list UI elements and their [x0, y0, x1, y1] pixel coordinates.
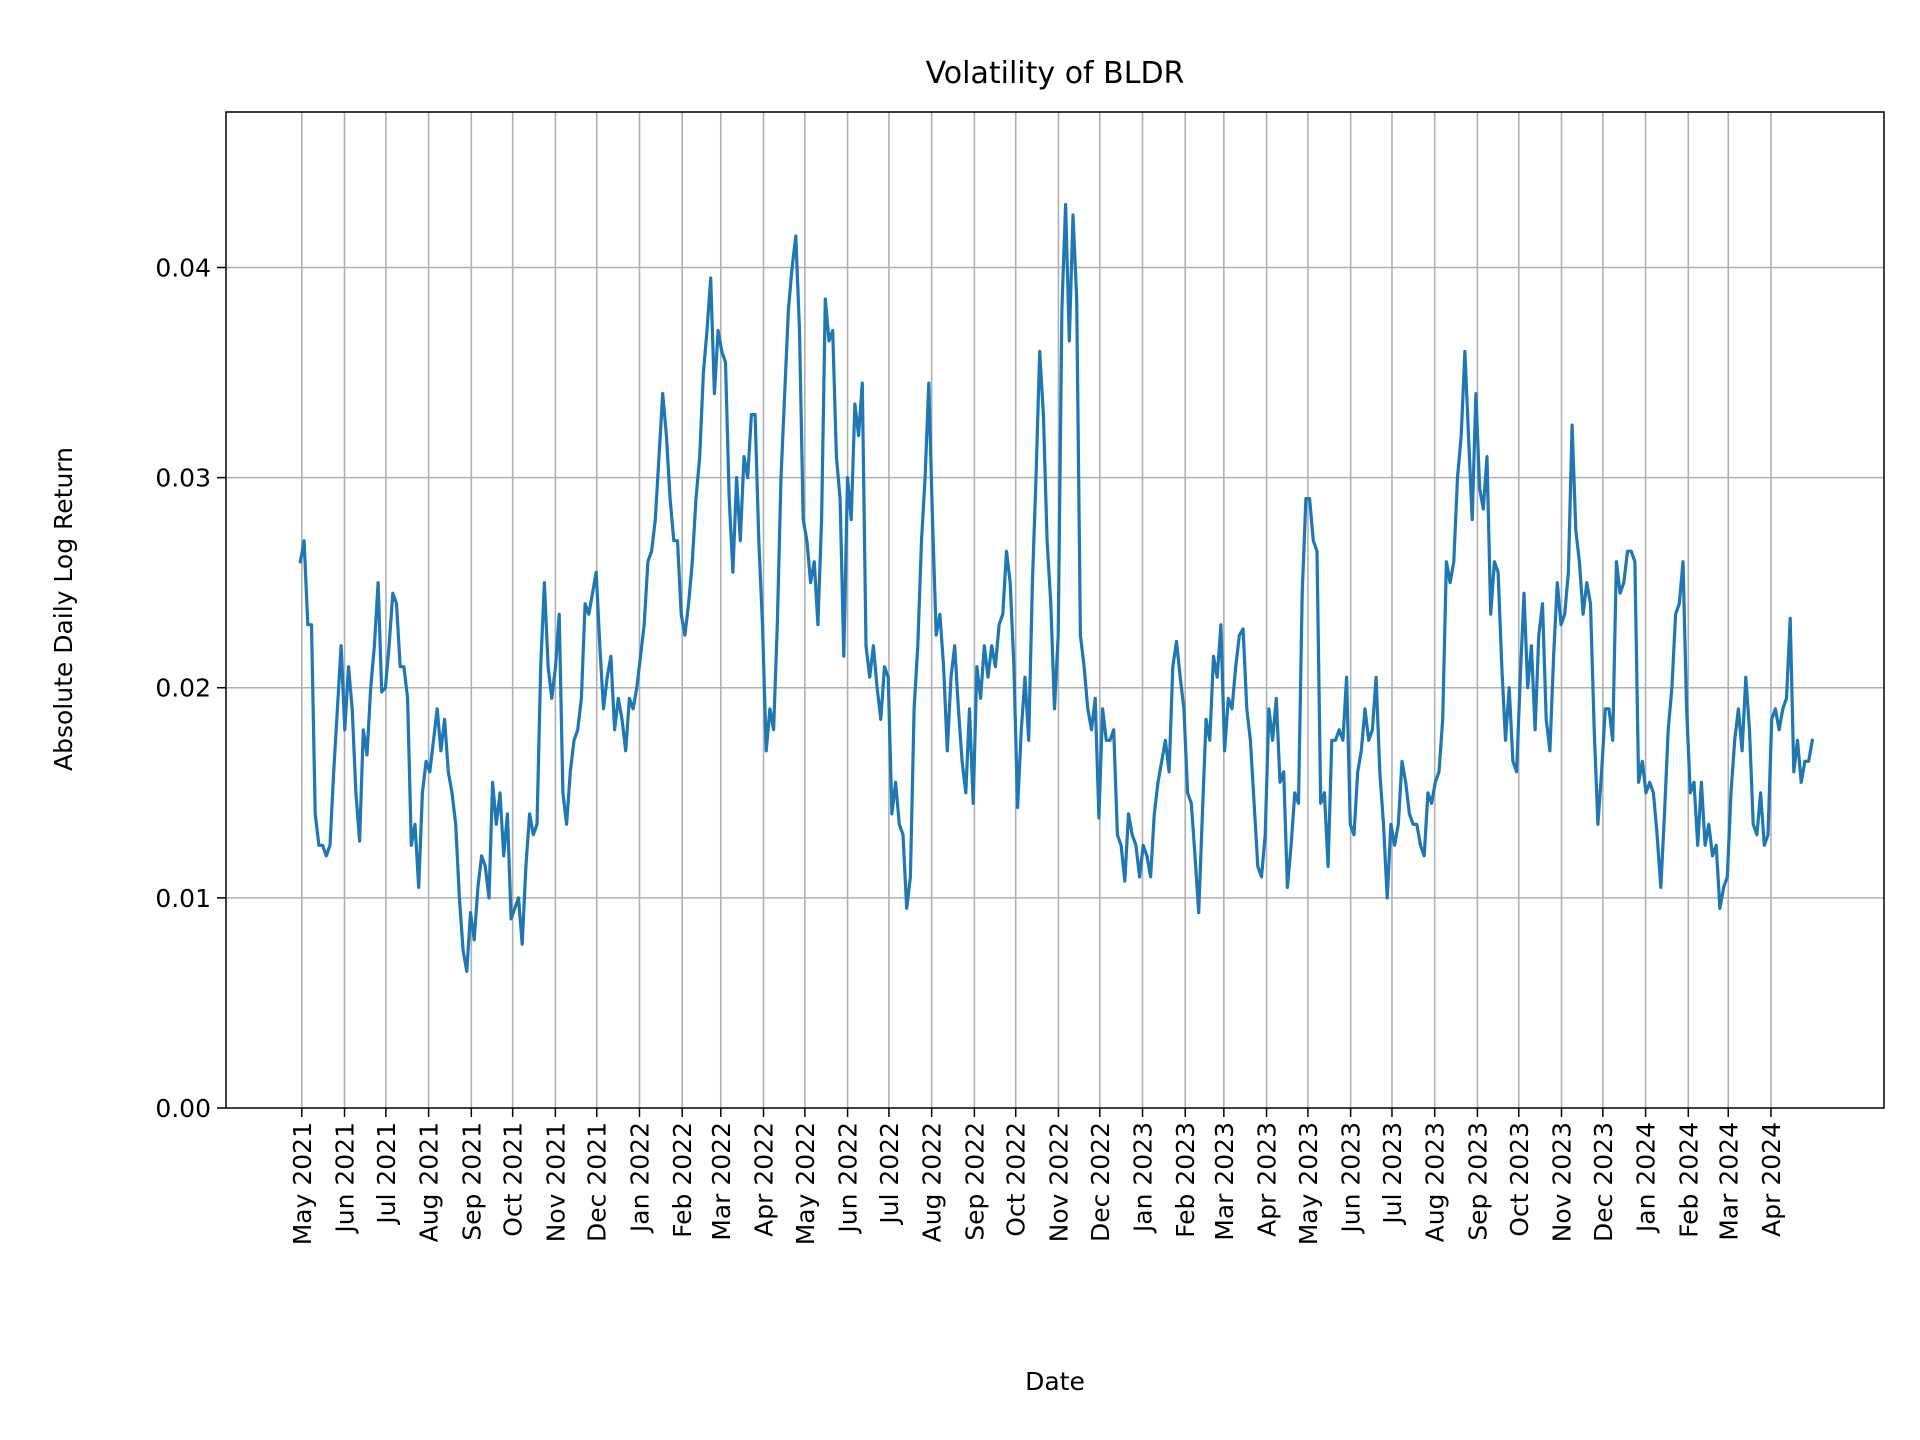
x-tick-label: Jan 2023	[1129, 1122, 1158, 1234]
x-axis: May 2021 Jun 2021 Jul 2021 Aug 2021 Sep 2021…	[288, 1108, 1786, 1245]
chart-title: Volatility of BLDR	[926, 56, 1185, 91]
y-tick-label: 0.01	[155, 884, 211, 913]
x-tick-label: Jul 2023	[1378, 1122, 1407, 1226]
x-tick-label: Apr 2024	[1757, 1122, 1786, 1237]
x-tick-label: Dec 2023	[1589, 1122, 1618, 1242]
x-tick-label: Mar 2023	[1210, 1122, 1239, 1241]
x-tick-label: Nov 2023	[1547, 1122, 1576, 1242]
x-tick-label: Sep 2023	[1463, 1122, 1492, 1241]
x-tick-label: Oct 2021	[499, 1122, 528, 1237]
volatility-series-line	[298, 202, 1815, 974]
y-tick-label: 0.04	[155, 253, 211, 282]
x-tick-label: Jul 2022	[875, 1122, 904, 1226]
x-tick-label: May 2023	[1294, 1122, 1323, 1245]
x-tick-label: Apr 2023	[1253, 1122, 1282, 1237]
x-tick-label: Nov 2022	[1044, 1122, 1073, 1242]
x-tick-label: Oct 2023	[1505, 1122, 1534, 1237]
x-tick-label: Feb 2024	[1674, 1122, 1703, 1238]
x-tick-label: Sep 2022	[960, 1122, 989, 1241]
series-layer	[298, 202, 1815, 974]
x-tick-label: Jun 2023	[1337, 1122, 1366, 1235]
y-tick-label: 0.03	[155, 464, 211, 493]
x-tick-label: May 2022	[791, 1122, 820, 1245]
x-tick-label: Dec 2022	[1086, 1122, 1115, 1242]
x-tick-label: Jun 2022	[834, 1122, 863, 1235]
x-tick-label: Aug 2023	[1421, 1122, 1450, 1242]
x-tick-label: Sep 2021	[457, 1122, 486, 1241]
x-tick-label: Apr 2022	[750, 1122, 779, 1237]
x-tick-label: Feb 2022	[668, 1122, 697, 1238]
y-axis: 0.00 0.01 0.02 0.03 0.04	[155, 253, 226, 1123]
plot-frame	[225, 111, 1885, 1109]
y-tick-label: 0.02	[155, 674, 211, 703]
x-tick-label: Mar 2022	[707, 1122, 736, 1241]
x-tick-label: Aug 2022	[918, 1122, 947, 1242]
x-tick-label: Feb 2023	[1171, 1122, 1200, 1238]
x-tick-label: Jan 2024	[1632, 1122, 1661, 1234]
y-tick-label: 0.00	[155, 1094, 211, 1123]
grid-lines	[226, 112, 1884, 1108]
x-tick-label: Aug 2021	[415, 1122, 444, 1242]
x-tick-label: Jan 2022	[625, 1122, 654, 1234]
x-tick-label: May 2021	[288, 1122, 317, 1245]
x-tick-label: Nov 2021	[541, 1122, 570, 1242]
x-tick-label: Oct 2022	[1002, 1122, 1031, 1237]
x-tick-label: Dec 2021	[583, 1122, 612, 1242]
x-tick-label: Mar 2024	[1714, 1122, 1743, 1241]
x-tick-label: Jun 2021	[331, 1122, 360, 1235]
y-axis-label: Absolute Daily Log Return	[49, 447, 78, 771]
x-tick-label: Jul 2021	[372, 1122, 401, 1226]
x-axis-label: Date	[1025, 1367, 1085, 1396]
